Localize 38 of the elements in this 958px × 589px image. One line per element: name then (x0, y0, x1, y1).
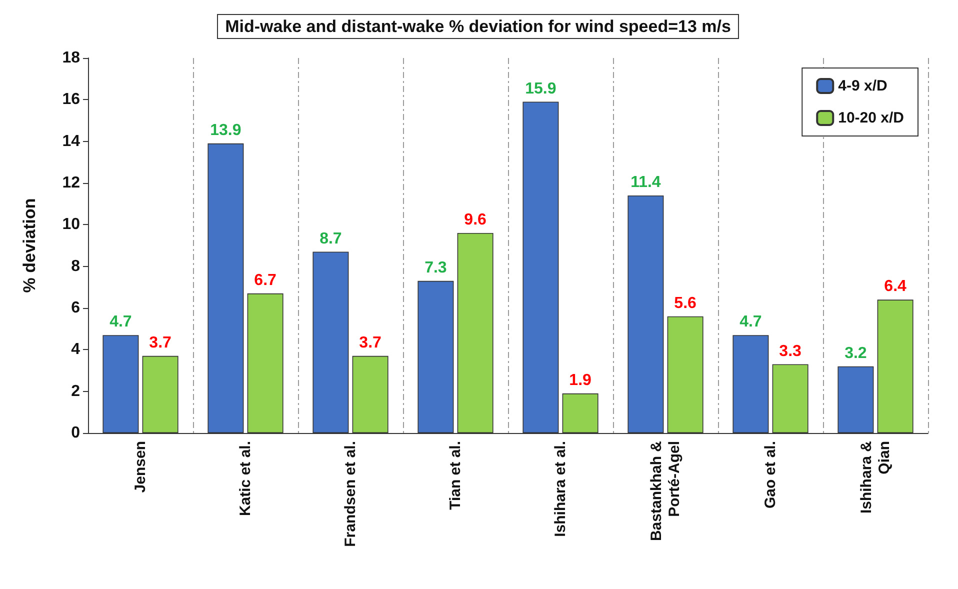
legend-label: 4-9 x/D (838, 78, 888, 94)
y-tick-label: 14 (62, 132, 80, 150)
x-tick-label: Ishihara & Qian (858, 440, 893, 514)
data-label: 3.7 (149, 334, 172, 352)
x-tick-label: Tian et al. (447, 441, 464, 510)
y-tick-label: 6 (71, 300, 80, 316)
data-label: 15.9 (525, 80, 556, 98)
legend-label: 10-20 x/D (838, 110, 904, 126)
x-tick-label: Jensen (132, 441, 149, 493)
chart-title: Mid-wake and distant-wake % deviation for wind speed=13 m/s (225, 17, 731, 36)
y-tick-label: 2 (71, 382, 80, 400)
x-tick-label: Bastankhah & Porté-Agel (648, 440, 683, 542)
y-tick-label: 16 (62, 91, 80, 108)
y-tick-label: 18 (62, 50, 80, 66)
data-label: 4.7 (110, 314, 132, 331)
x-tick-label: Frandsen et al. (342, 441, 359, 547)
y-tick-label: 10 (62, 216, 80, 234)
y-tick-label: 4 (71, 341, 80, 358)
data-label: 8.7 (320, 230, 342, 248)
x-tick-label: Ishihara et al. (552, 441, 569, 537)
data-label: 6.4 (884, 278, 907, 296)
x-tick-label: Katic et al. (237, 441, 254, 516)
data-label: 5.6 (674, 294, 697, 312)
data-label: 11.4 (630, 174, 661, 191)
data-label: 4.7 (740, 314, 762, 331)
data-label: 6.7 (254, 272, 277, 289)
data-label: 1.9 (569, 372, 592, 389)
y-tick-label: 0 (71, 424, 80, 442)
data-label: 9.6 (464, 212, 487, 228)
data-label: 7.3 (424, 259, 447, 276)
data-label: 3.3 (779, 342, 802, 360)
data-label: 3.7 (359, 334, 382, 352)
y-axis-title: % deviation (20, 198, 39, 293)
data-label: 3.2 (844, 344, 867, 362)
y-tick-label: 12 (62, 174, 80, 192)
x-tick-label: Gao et al. (762, 441, 779, 509)
y-tick-label: 8 (71, 258, 80, 275)
data-label: 13.9 (210, 122, 242, 139)
